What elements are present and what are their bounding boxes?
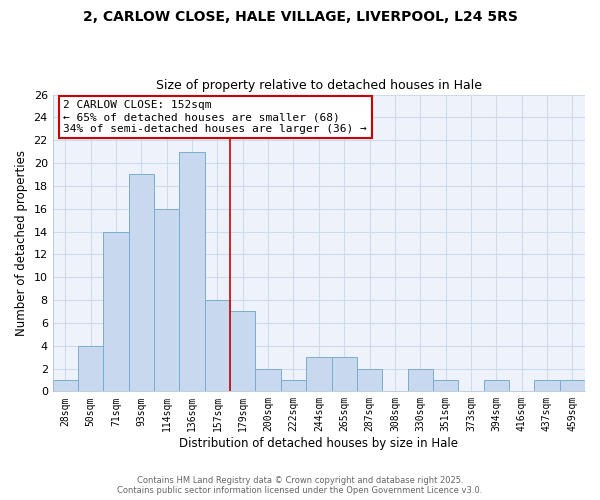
X-axis label: Distribution of detached houses by size in Hale: Distribution of detached houses by size … — [179, 437, 458, 450]
Bar — [53, 380, 78, 392]
Bar — [129, 174, 154, 392]
Bar — [433, 380, 458, 392]
Bar — [256, 368, 281, 392]
Bar — [230, 312, 256, 392]
Bar — [560, 380, 585, 392]
Text: 2, CARLOW CLOSE, HALE VILLAGE, LIVERPOOL, L24 5RS: 2, CARLOW CLOSE, HALE VILLAGE, LIVERPOOL… — [83, 10, 517, 24]
Title: Size of property relative to detached houses in Hale: Size of property relative to detached ho… — [156, 79, 482, 92]
Bar — [154, 208, 179, 392]
Bar — [306, 357, 332, 392]
Text: Contains HM Land Registry data © Crown copyright and database right 2025.
Contai: Contains HM Land Registry data © Crown c… — [118, 476, 482, 495]
Bar — [78, 346, 103, 392]
Bar — [205, 300, 230, 392]
Bar — [407, 368, 433, 392]
Bar — [357, 368, 382, 392]
Bar — [484, 380, 509, 392]
Y-axis label: Number of detached properties: Number of detached properties — [15, 150, 28, 336]
Text: 2 CARLOW CLOSE: 152sqm
← 65% of detached houses are smaller (68)
34% of semi-det: 2 CARLOW CLOSE: 152sqm ← 65% of detached… — [64, 100, 367, 134]
Bar — [179, 152, 205, 392]
Bar — [281, 380, 306, 392]
Bar — [535, 380, 560, 392]
Bar — [332, 357, 357, 392]
Bar — [103, 232, 129, 392]
